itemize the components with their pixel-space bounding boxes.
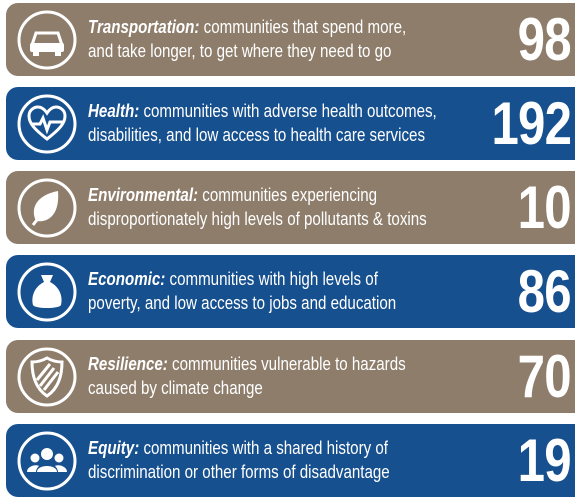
description: Transportation: communities that spend m… — [88, 15, 508, 63]
line: communities with a shared history of — [143, 438, 388, 458]
people-icon — [17, 431, 77, 491]
label: Equity: — [88, 438, 140, 458]
line: communities vulnerable to hazards — [172, 354, 406, 374]
row: Health: communities with adverse health … — [6, 87, 575, 160]
line: caused by climate change — [88, 378, 263, 398]
row: Resilience: communities vulnerable to ha… — [6, 340, 575, 413]
row: Environmental: communities experiencing d… — [6, 171, 575, 244]
description: Resilience: communities vulnerable to ha… — [88, 352, 508, 400]
car-icon — [17, 10, 77, 70]
line: disproportionately high levels of pollut… — [88, 209, 427, 229]
description: Equity: communities with a shared histor… — [88, 436, 508, 484]
label: Resilience: — [88, 354, 168, 374]
line: discrimination or other forms of disadva… — [88, 462, 390, 482]
description: Environmental: communities experiencing d… — [88, 183, 508, 231]
description: Health: communities with adverse health … — [88, 99, 508, 147]
line: communities that spend more, — [203, 17, 407, 37]
description: Economic: communities with high levels o… — [88, 267, 508, 315]
row: Economic: communities with high levels o… — [6, 255, 575, 328]
money-bag-icon — [17, 262, 77, 322]
label: Economic: — [88, 269, 166, 289]
count: 86 — [517, 258, 572, 325]
count: 19 — [517, 427, 572, 494]
line: disabilities, and low access to health c… — [88, 125, 426, 145]
line: communities experiencing — [202, 185, 378, 205]
count: 98 — [517, 6, 572, 73]
shield-icon — [17, 347, 77, 407]
count: 10 — [517, 174, 572, 241]
row: Transportation: communities that spend m… — [6, 3, 575, 76]
line: poverty, and low access to jobs and educ… — [88, 293, 397, 313]
count: 70 — [517, 343, 572, 410]
leaf-icon — [17, 178, 77, 238]
heart-icon — [17, 94, 77, 154]
label: Health: — [88, 101, 140, 121]
label: Environmental: — [88, 185, 199, 205]
line: communities with high levels of — [169, 269, 378, 289]
line: and take longer, to get where they need … — [88, 41, 392, 61]
label: Transportation: — [88, 17, 200, 37]
line: communities with adverse health outcomes… — [143, 101, 437, 121]
row: Equity: communities with a shared histor… — [6, 424, 575, 497]
count: 192 — [491, 90, 571, 157]
